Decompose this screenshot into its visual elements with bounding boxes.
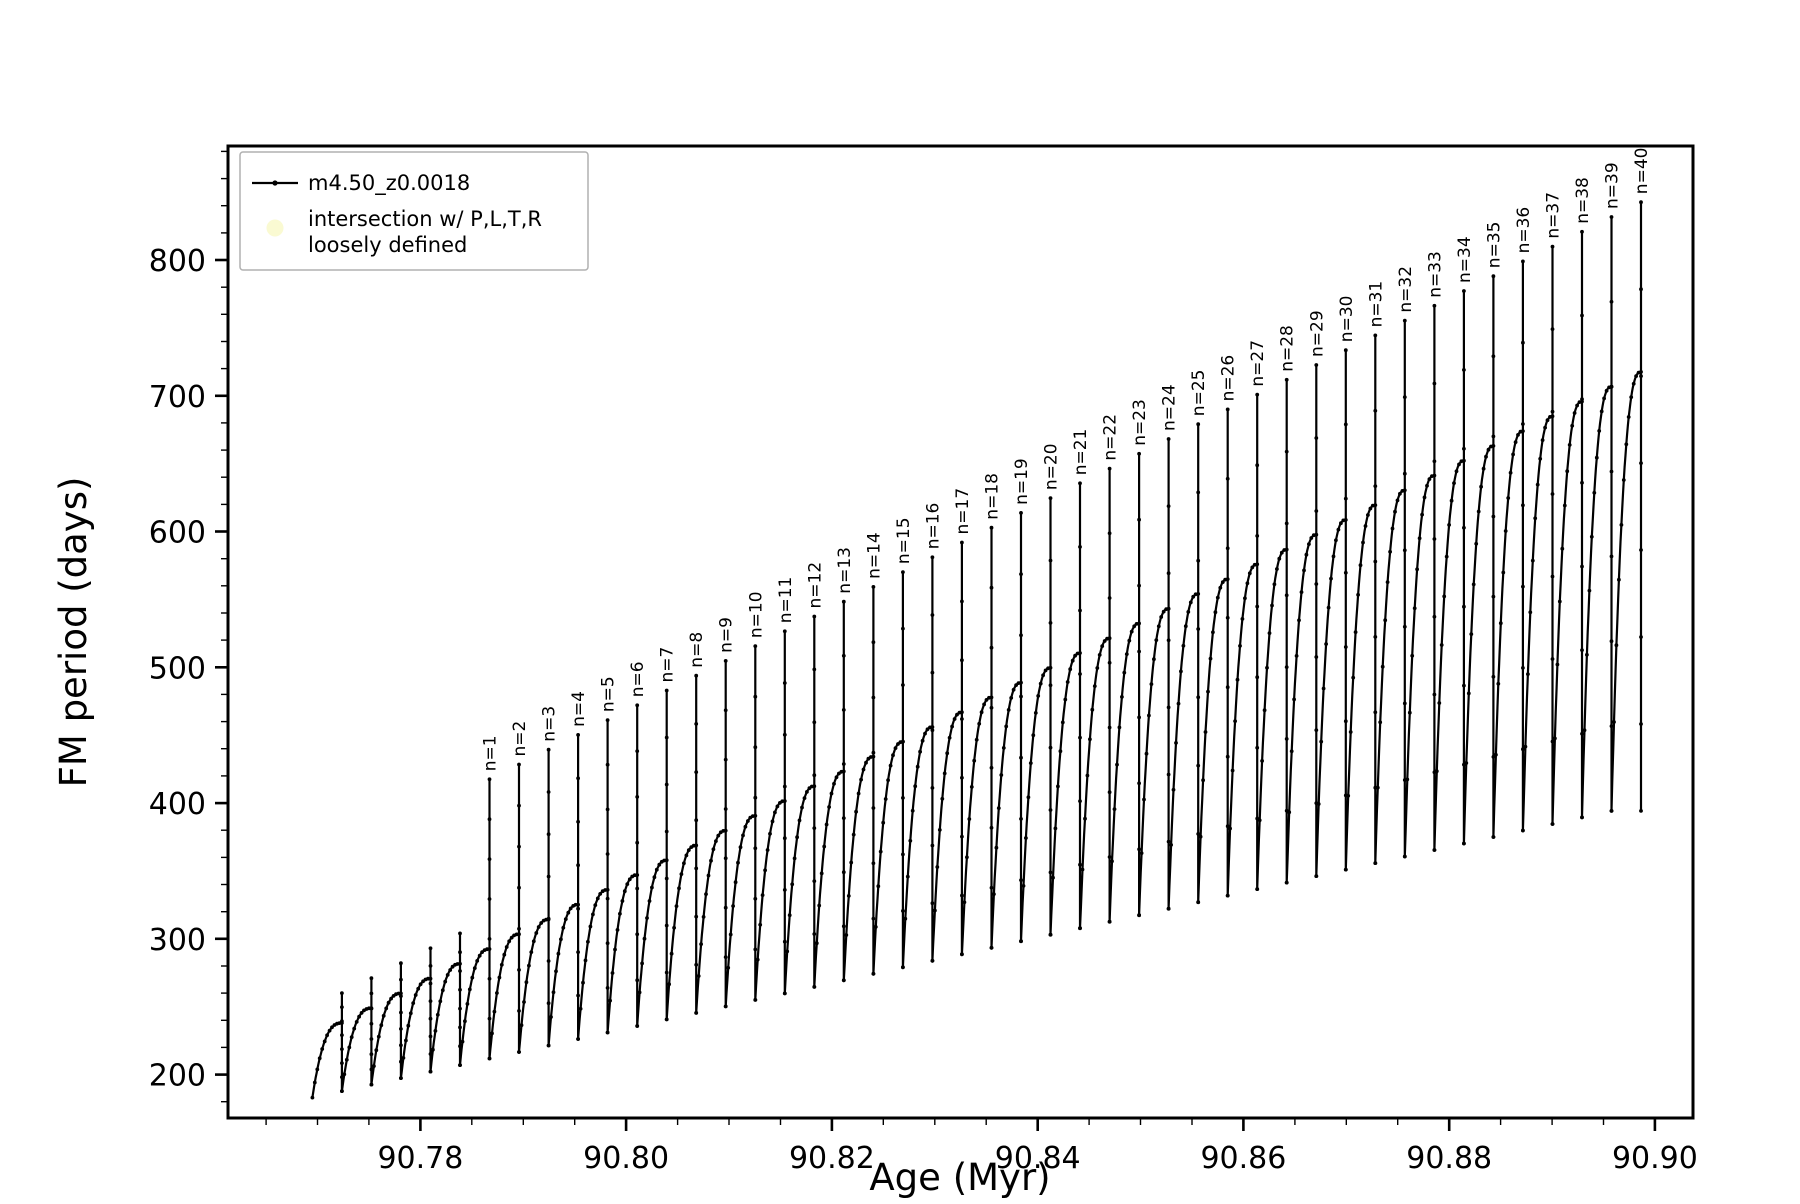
x-axis-label: Age (Myr)	[869, 1156, 1050, 1199]
arch-label: n=5	[599, 676, 619, 712]
arch-label: n=15	[894, 517, 914, 564]
arch-label: n=34	[1455, 236, 1475, 283]
arch-label: n=14	[864, 532, 884, 579]
arch-label: n=1	[481, 735, 501, 771]
axis-ticks: 90.78 90.80 90.82 90.84 90.86 90.88 90.90 200 30…	[149, 150, 1698, 1176]
arch-label: n=21	[1071, 429, 1091, 476]
legend-series-label: m4.50_z0.0018	[308, 171, 470, 196]
arch-label: n=28	[1278, 325, 1298, 372]
arch-label: n=40	[1632, 148, 1652, 195]
y-tick-label: 800	[149, 244, 206, 279]
arch-label: n=36	[1514, 207, 1534, 254]
x-tick-label: 90.82	[789, 1141, 875, 1176]
arch-label: n=25	[1189, 370, 1209, 417]
arch-label: n=38	[1573, 177, 1593, 224]
legend-intersection-label-line2: loosely defined	[308, 233, 467, 257]
arch-label: n=37	[1544, 192, 1564, 239]
arch-label: n=30	[1337, 296, 1357, 343]
series-line	[311, 201, 1643, 1098]
x-tick-label: 90.84	[995, 1141, 1081, 1176]
legend-intersection-label-line1: intersection w/ P,L,T,R	[308, 207, 542, 231]
arch-label: n=27	[1248, 340, 1268, 387]
arch-label: n=8	[687, 632, 707, 668]
arch-label: n=12	[805, 562, 825, 609]
legend-line-marker	[272, 180, 278, 186]
arch-annotations: n=1 n=2 n=3 n=4 n=5 n=6 n=7 n=8 n=9 n=10 n=11 n=12 n…	[481, 148, 1653, 772]
arch-label: n=17	[953, 488, 973, 535]
arch-label: n=31	[1366, 281, 1386, 328]
arch-label: n=20	[1042, 443, 1062, 490]
legend-intersection-marker	[266, 219, 284, 237]
plot-frame	[226, 144, 1695, 1120]
y-tick-label: 200	[149, 1059, 206, 1094]
x-tick-label: 90.86	[1200, 1141, 1286, 1176]
arch-label: n=32	[1396, 266, 1416, 313]
arch-label: n=24	[1160, 384, 1180, 431]
legend: m4.50_z0.0018 intersection w/ P,L,T,R lo…	[239, 151, 589, 271]
arch-label: n=4	[569, 691, 589, 727]
arch-label: n=11	[776, 577, 796, 624]
arch-label: n=9	[717, 617, 737, 653]
x-tick-label: 90.88	[1406, 1141, 1492, 1176]
arch-label: n=23	[1130, 399, 1150, 446]
y-tick-label: 400	[149, 787, 206, 822]
y-tick-label: 500	[149, 651, 206, 686]
y-tick-label: 300	[149, 923, 206, 958]
arch-label: n=10	[746, 591, 766, 638]
arch-label: n=7	[658, 647, 678, 683]
arch-label: n=33	[1425, 251, 1445, 298]
y-axis-label: FM period (days)	[52, 477, 95, 788]
arch-label: n=35	[1484, 222, 1504, 269]
arch-label: n=2	[510, 721, 530, 757]
legend-box	[239, 151, 589, 271]
arch-label: n=18	[983, 473, 1003, 520]
arch-label: n=13	[835, 547, 855, 594]
arch-label: n=3	[540, 706, 560, 742]
x-tick-label: 90.78	[377, 1141, 463, 1176]
y-tick-label: 700	[149, 380, 206, 415]
arch-label: n=39	[1603, 162, 1623, 209]
x-tick-label: 90.80	[583, 1141, 669, 1176]
arch-label: n=22	[1101, 414, 1121, 461]
x-tick-label: 90.90	[1612, 1141, 1698, 1176]
arch-label: n=26	[1219, 355, 1239, 402]
arch-label: n=6	[628, 661, 648, 697]
arch-label: n=29	[1307, 310, 1327, 357]
series-markers	[310, 200, 1643, 1100]
y-tick-label: 600	[149, 516, 206, 551]
arch-label: n=19	[1012, 458, 1032, 505]
plot-area	[228, 146, 1693, 1118]
arch-label: n=16	[923, 503, 943, 550]
series-curve	[310, 200, 1643, 1100]
